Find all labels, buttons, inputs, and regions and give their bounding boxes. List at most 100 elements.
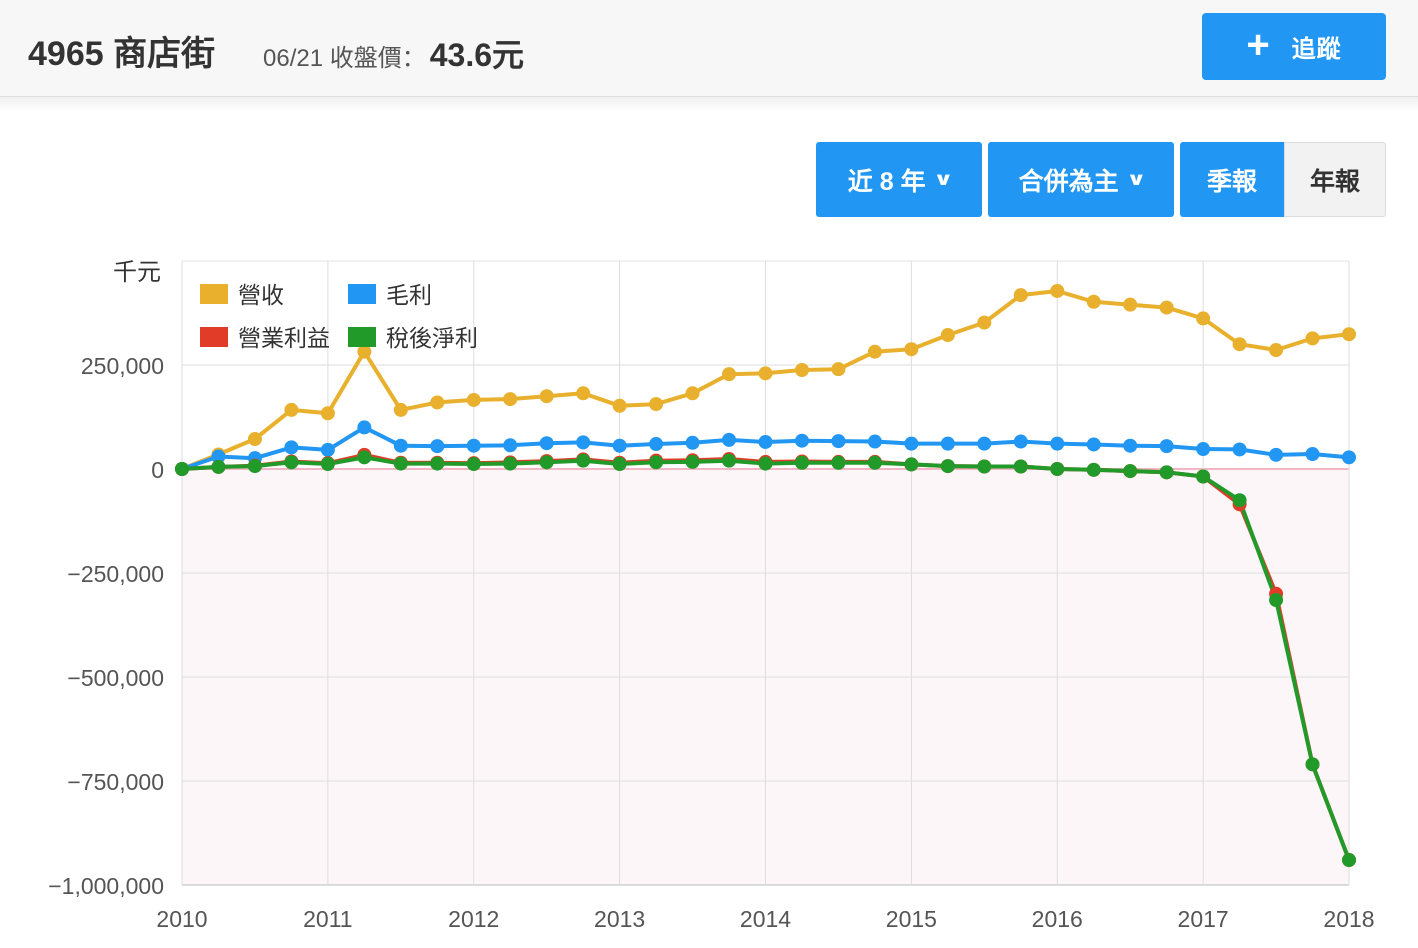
- data-point-net: [867, 455, 882, 470]
- basis-dropdown[interactable]: 合併為主 ∨: [988, 142, 1174, 217]
- data-point-net: [904, 457, 919, 472]
- x-axis: 2010 2011 2012 2013 2014 2015 2016 2017 2018: [156, 906, 1374, 932]
- data-point-gross: [649, 437, 664, 452]
- data-point-gross: [1050, 436, 1065, 451]
- data-point-revenue: [831, 362, 846, 377]
- data-point-gross: [977, 436, 992, 451]
- x-tick-label: 2010: [156, 906, 207, 932]
- track-button[interactable]: + 追蹤: [1202, 13, 1386, 80]
- data-point-gross: [576, 435, 591, 450]
- data-point-revenue: [247, 432, 262, 447]
- legend: 千元 營收 毛利 營業利益 稅後淨利: [113, 259, 478, 351]
- data-point-gross: [1196, 442, 1211, 457]
- data-point-gross: [722, 432, 737, 447]
- data-point-net: [940, 459, 955, 474]
- quarterly-toggle[interactable]: 季報: [1180, 142, 1284, 217]
- header-shadow: [0, 97, 1418, 111]
- data-point-revenue: [1086, 294, 1101, 309]
- data-point-gross: [1159, 439, 1174, 454]
- data-point-gross: [1086, 437, 1101, 452]
- chevron-down-icon: ∨: [932, 169, 954, 189]
- price-group: 06/21 收盤價： 43.6元: [263, 30, 524, 76]
- data-point-gross: [320, 442, 335, 457]
- data-point-net: [1232, 493, 1247, 508]
- grid: [181, 260, 1350, 886]
- data-point-gross: [393, 438, 408, 453]
- data-point-net: [612, 457, 627, 472]
- data-point-gross: [466, 438, 481, 453]
- data-point-net: [357, 450, 372, 465]
- legend-label-gross: 毛利: [386, 282, 432, 308]
- data-point-revenue: [1232, 337, 1247, 352]
- x-tick-label: 2015: [886, 906, 937, 932]
- legend-label-revenue: 營收: [238, 282, 284, 308]
- data-point-revenue: [430, 395, 445, 410]
- data-point-revenue: [466, 392, 481, 407]
- data-point-gross: [1123, 438, 1138, 453]
- data-point-revenue: [576, 386, 591, 401]
- data-point-net: [539, 455, 554, 470]
- data-point-revenue: [393, 402, 408, 417]
- track-button-label: 追蹤: [1291, 36, 1342, 63]
- data-point-gross: [357, 420, 372, 435]
- data-point-gross: [758, 434, 773, 449]
- data-point-gross: [867, 434, 882, 449]
- data-point-gross: [430, 439, 445, 454]
- data-point-gross: [1232, 442, 1247, 457]
- data-point-net: [977, 459, 992, 474]
- y-tick-label: 250,000: [81, 353, 164, 379]
- data-point-net: [685, 454, 700, 469]
- data-point-net: [649, 455, 664, 470]
- data-point-revenue: [503, 392, 518, 407]
- data-point-gross: [940, 436, 955, 451]
- header-bar: 4965 商店街 06/21 收盤價： 43.6元 + 追蹤: [0, 0, 1418, 97]
- data-point-revenue: [1196, 311, 1211, 326]
- data-point-net: [1050, 462, 1065, 476]
- data-point-net: [503, 456, 518, 471]
- data-point-gross: [1269, 447, 1284, 462]
- price-label: 06/21 收盤價：: [263, 45, 426, 72]
- chevron-down-icon: ∨: [1125, 169, 1147, 189]
- data-point-net: [211, 459, 226, 474]
- data-point-revenue: [1050, 283, 1065, 298]
- annual-toggle[interactable]: 年報: [1284, 142, 1386, 217]
- series-points: [175, 283, 1356, 868]
- y-axis: 250,000 0 −250,000 −500,000 −750,000 −1,000,0…: [48, 353, 164, 899]
- data-point-revenue: [320, 406, 335, 421]
- data-point-net: [722, 453, 737, 468]
- price-value: 43.6元: [429, 37, 525, 73]
- data-point-revenue: [649, 397, 664, 412]
- data-point-net: [1196, 469, 1211, 484]
- data-point-gross: [831, 434, 846, 449]
- range-dropdown-label: 近 8 年: [847, 167, 926, 196]
- basis-dropdown-label: 合併為主: [1018, 167, 1119, 196]
- data-point-net: [1123, 464, 1138, 479]
- data-point-revenue: [794, 362, 809, 377]
- range-dropdown[interactable]: 近 8 年 ∨: [816, 142, 982, 217]
- data-point-revenue: [539, 389, 554, 404]
- data-point-revenue: [977, 315, 992, 330]
- plus-icon: +: [1246, 22, 1270, 67]
- stock-title: 4965 商店街: [28, 35, 216, 73]
- data-point-net: [794, 455, 809, 470]
- x-tick-label: 2012: [448, 906, 499, 932]
- data-point-net: [466, 457, 481, 472]
- data-point-net: [1342, 853, 1356, 868]
- x-tick-label: 2016: [1032, 906, 1083, 932]
- legend-swatch-gross: [348, 284, 376, 304]
- data-point-net: [175, 462, 189, 476]
- x-tick-label: 2014: [740, 906, 791, 932]
- quarterly-toggle-label: 季報: [1206, 167, 1257, 196]
- data-point-revenue: [722, 367, 737, 382]
- data-point-revenue: [1159, 300, 1174, 315]
- data-point-revenue: [1013, 288, 1028, 303]
- data-point-revenue: [1269, 343, 1284, 358]
- legend-swatch-revenue: [200, 284, 228, 304]
- annual-toggle-label: 年報: [1309, 167, 1360, 196]
- legend-label-net: 稅後淨利: [386, 325, 478, 351]
- data-point-net: [1305, 757, 1320, 772]
- x-tick-label: 2018: [1323, 906, 1374, 932]
- data-point-gross: [1013, 434, 1028, 449]
- data-point-revenue: [1342, 327, 1356, 342]
- data-point-gross: [503, 438, 518, 453]
